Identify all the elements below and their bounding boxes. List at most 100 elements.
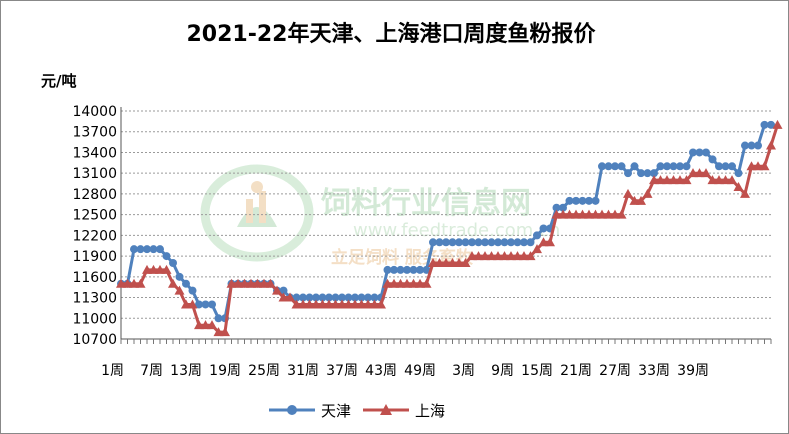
data-point	[265, 278, 276, 288]
data-point	[558, 209, 568, 219]
data-point	[611, 162, 619, 171]
data-point	[663, 162, 671, 171]
data-point	[389, 278, 399, 288]
data-point	[403, 265, 411, 274]
data-point	[571, 209, 581, 219]
data-point	[747, 141, 756, 150]
data-point	[409, 265, 418, 274]
data-point	[447, 258, 458, 267]
data-point	[630, 162, 639, 171]
x-tick-label: 13周	[170, 363, 202, 379]
data-point	[182, 279, 190, 288]
data-point	[351, 293, 359, 302]
data-point	[143, 245, 151, 254]
y-tick-label: 10700	[72, 332, 117, 348]
y-tick-label: 12800	[72, 187, 117, 203]
data-point	[604, 162, 613, 171]
data-point	[480, 251, 490, 261]
data-point	[499, 251, 510, 261]
data-point	[168, 278, 178, 288]
y-tick-label: 13700	[72, 125, 117, 141]
data-point	[369, 299, 380, 309]
data-point	[715, 162, 723, 171]
data-point	[734, 169, 743, 178]
data-point	[603, 209, 614, 219]
data-point	[214, 314, 223, 323]
data-point	[520, 238, 528, 247]
data-point	[337, 299, 347, 309]
data-point	[616, 209, 627, 219]
x-tick-label: 31周	[287, 363, 319, 379]
data-point	[292, 293, 301, 302]
data-point	[695, 148, 704, 157]
data-point	[226, 278, 237, 288]
data-point	[304, 299, 315, 309]
x-tick-label: 33周	[638, 363, 670, 379]
data-point	[383, 265, 392, 274]
data-point	[701, 168, 711, 178]
data-point	[481, 238, 489, 247]
data-point	[759, 161, 770, 171]
y-axis-unit: 元/吨	[41, 72, 76, 90]
data-point	[512, 251, 523, 261]
x-tick-label: 21周	[560, 363, 592, 379]
x-tick-label: 7周	[140, 363, 163, 379]
data-point	[565, 196, 574, 205]
data-point	[720, 175, 731, 185]
data-point	[539, 224, 548, 233]
data-point	[122, 278, 133, 288]
data-point	[213, 327, 224, 337]
data-point	[740, 188, 750, 198]
data-point	[396, 265, 405, 274]
data-point	[142, 264, 152, 274]
data-point	[675, 175, 685, 185]
data-point	[662, 175, 672, 185]
data-point	[533, 231, 541, 240]
data-point	[382, 278, 393, 288]
data-point	[500, 238, 509, 247]
y-tick-label: 13100	[72, 166, 117, 182]
legend-marker	[287, 405, 297, 415]
data-point	[519, 251, 529, 261]
data-point	[538, 237, 549, 247]
data-point	[402, 278, 412, 288]
data-point	[116, 278, 126, 288]
data-point	[727, 175, 737, 185]
data-point	[623, 188, 633, 198]
x-tick-label: 25周	[248, 363, 280, 379]
data-point	[169, 259, 177, 267]
y-tick-label: 11300	[72, 291, 117, 307]
data-point	[200, 320, 211, 330]
data-point	[207, 320, 217, 330]
data-point	[676, 162, 684, 171]
data-point	[598, 162, 606, 171]
data-point	[649, 175, 659, 185]
data-point	[486, 251, 497, 261]
data-point	[285, 292, 295, 302]
data-point	[208, 300, 216, 309]
data-point	[363, 299, 373, 309]
x-tick-label: 9周	[491, 363, 514, 379]
data-point	[636, 195, 646, 205]
data-point	[130, 245, 138, 254]
data-point	[650, 169, 658, 178]
watermark-url: www.feedtrade.com.cn	[353, 220, 560, 241]
data-point	[376, 299, 386, 309]
data-point	[149, 245, 158, 254]
x-tick-label: 1周	[101, 363, 124, 379]
data-point	[187, 299, 198, 309]
data-point	[637, 169, 645, 178]
data-point	[741, 141, 749, 150]
data-point	[330, 299, 341, 309]
data-point	[753, 161, 763, 171]
data-point	[390, 265, 398, 274]
data-point	[682, 162, 691, 171]
data-point	[455, 238, 463, 247]
data-point	[305, 293, 314, 302]
data-point	[331, 293, 340, 302]
data-point	[259, 278, 269, 288]
x-tick-labels: 1周 7周 13周 19周 25周 31周 37周 43周 49周 3周 9周 15周 21周 27周 33…	[101, 363, 709, 379]
data-point	[552, 203, 561, 212]
data-point	[148, 264, 159, 274]
data-point	[584, 209, 594, 219]
